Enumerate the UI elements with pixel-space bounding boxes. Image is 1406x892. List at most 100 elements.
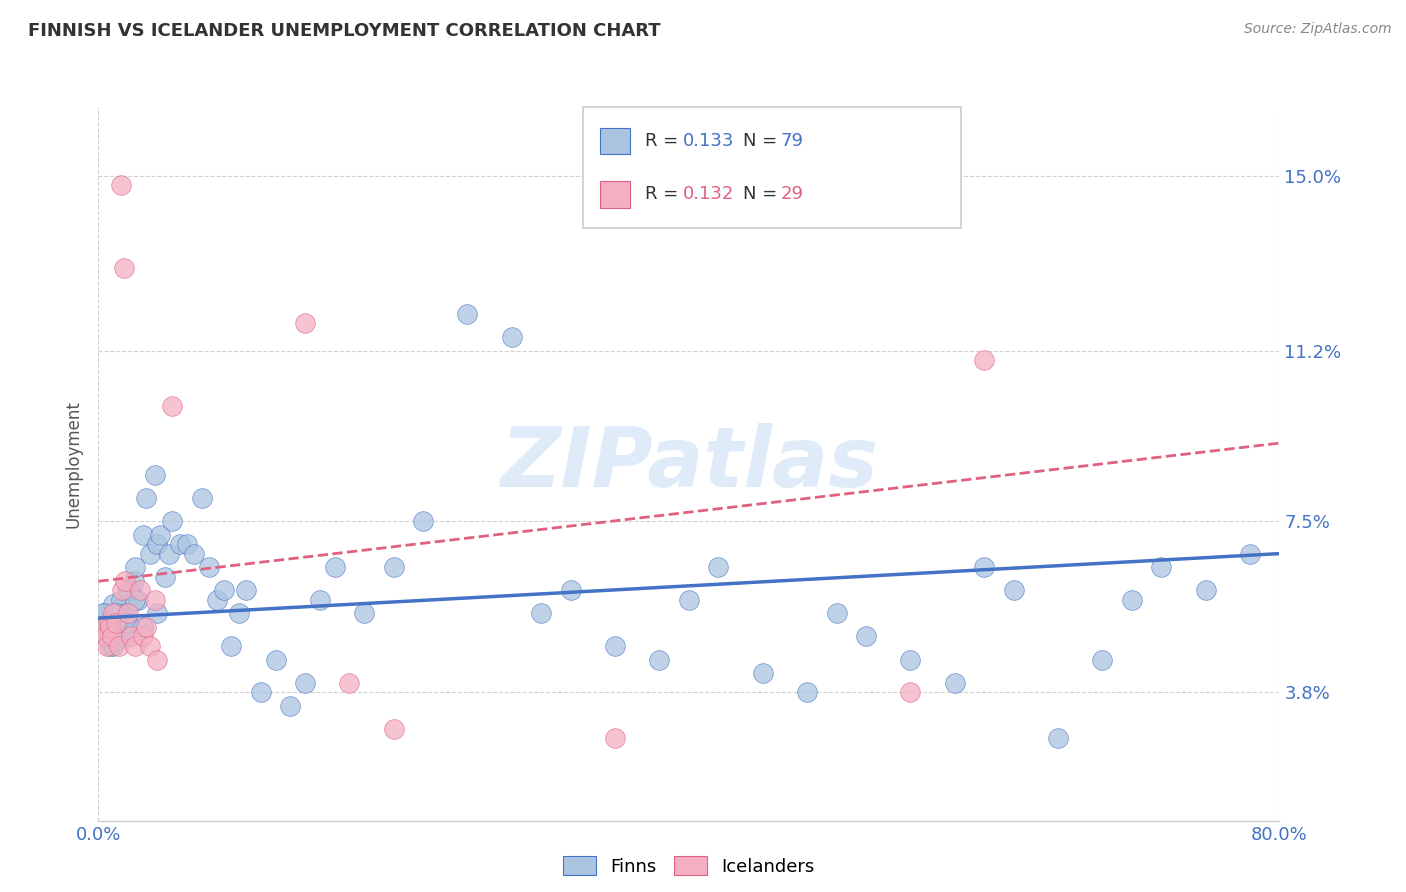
Text: R =: R = xyxy=(644,132,683,150)
Point xyxy=(183,547,205,561)
Point xyxy=(111,620,134,634)
Point xyxy=(143,468,166,483)
Point xyxy=(323,560,346,574)
Point xyxy=(149,528,172,542)
Point xyxy=(751,666,773,681)
Text: R =: R = xyxy=(644,186,683,203)
Point xyxy=(103,597,125,611)
Point xyxy=(707,560,730,574)
Point xyxy=(212,583,235,598)
Text: FINNISH VS ICELANDER UNEMPLOYMENT CORRELATION CHART: FINNISH VS ICELANDER UNEMPLOYMENT CORREL… xyxy=(28,22,661,40)
Point xyxy=(501,330,523,344)
Point xyxy=(1046,731,1069,745)
Point xyxy=(1239,547,1261,561)
Point xyxy=(94,630,117,644)
Point xyxy=(117,583,139,598)
Point xyxy=(1195,583,1218,598)
Point xyxy=(98,620,121,634)
Point xyxy=(530,607,553,621)
Point xyxy=(456,307,478,321)
Point xyxy=(264,652,287,666)
Point xyxy=(339,675,360,690)
Text: ZIPatlas: ZIPatlas xyxy=(501,424,877,504)
Point xyxy=(278,698,302,713)
Point xyxy=(139,547,162,561)
Point xyxy=(382,722,405,736)
Point xyxy=(1150,560,1173,574)
Point xyxy=(1121,592,1143,607)
Point xyxy=(162,515,183,529)
Point xyxy=(103,607,125,621)
Point xyxy=(124,592,146,607)
Point xyxy=(153,569,176,583)
Point xyxy=(97,630,120,644)
Point xyxy=(900,684,922,698)
Point xyxy=(98,639,121,653)
Point xyxy=(100,630,122,644)
Point xyxy=(105,634,128,648)
Point xyxy=(796,684,818,698)
Point xyxy=(97,615,120,630)
Point xyxy=(382,560,405,574)
Point xyxy=(605,731,627,745)
Point xyxy=(146,537,169,551)
Point xyxy=(250,684,273,698)
Point xyxy=(124,639,146,653)
Point xyxy=(825,607,848,621)
Point xyxy=(198,560,221,574)
Point xyxy=(120,630,142,644)
Text: 0.132: 0.132 xyxy=(682,186,734,203)
Point xyxy=(124,560,146,574)
Point xyxy=(91,607,114,621)
Point xyxy=(115,607,138,621)
Text: N =: N = xyxy=(742,186,783,203)
Point xyxy=(110,178,132,193)
Point xyxy=(107,615,129,630)
Point xyxy=(1002,583,1025,598)
Point xyxy=(353,607,375,621)
Point xyxy=(104,624,127,639)
Point xyxy=(1091,652,1114,666)
Point xyxy=(294,675,316,690)
Point xyxy=(98,615,121,630)
Text: 0.133: 0.133 xyxy=(682,132,734,150)
Point xyxy=(114,630,136,644)
Point xyxy=(117,607,139,621)
Y-axis label: Unemployment: Unemployment xyxy=(65,400,83,528)
Point xyxy=(294,317,316,331)
Point xyxy=(678,592,700,607)
Legend: Finns, Icelanders: Finns, Icelanders xyxy=(555,849,823,883)
Point xyxy=(94,630,117,644)
Point xyxy=(943,675,966,690)
Point xyxy=(117,615,139,630)
Point xyxy=(135,620,157,634)
Point xyxy=(228,607,250,621)
Point xyxy=(139,639,162,653)
Point xyxy=(112,611,135,625)
Point xyxy=(122,574,145,589)
Point xyxy=(105,615,128,630)
Point xyxy=(100,620,122,634)
Point xyxy=(169,537,191,551)
Text: N =: N = xyxy=(742,132,783,150)
Point xyxy=(973,353,995,368)
Point xyxy=(93,620,115,634)
Point xyxy=(120,583,142,598)
Point xyxy=(176,537,198,551)
Point xyxy=(105,607,128,621)
Point xyxy=(132,630,155,644)
Point xyxy=(108,602,131,616)
Point xyxy=(96,615,118,630)
Point xyxy=(146,652,169,666)
Point xyxy=(108,639,131,653)
Point xyxy=(114,574,136,589)
Text: 79: 79 xyxy=(780,132,804,150)
Point xyxy=(309,592,332,607)
Point xyxy=(127,592,149,607)
Point xyxy=(560,583,582,598)
Point xyxy=(605,639,627,653)
Point xyxy=(191,491,214,506)
Text: 29: 29 xyxy=(780,186,804,203)
Text: Source: ZipAtlas.com: Source: ZipAtlas.com xyxy=(1244,22,1392,37)
Point xyxy=(112,261,135,276)
